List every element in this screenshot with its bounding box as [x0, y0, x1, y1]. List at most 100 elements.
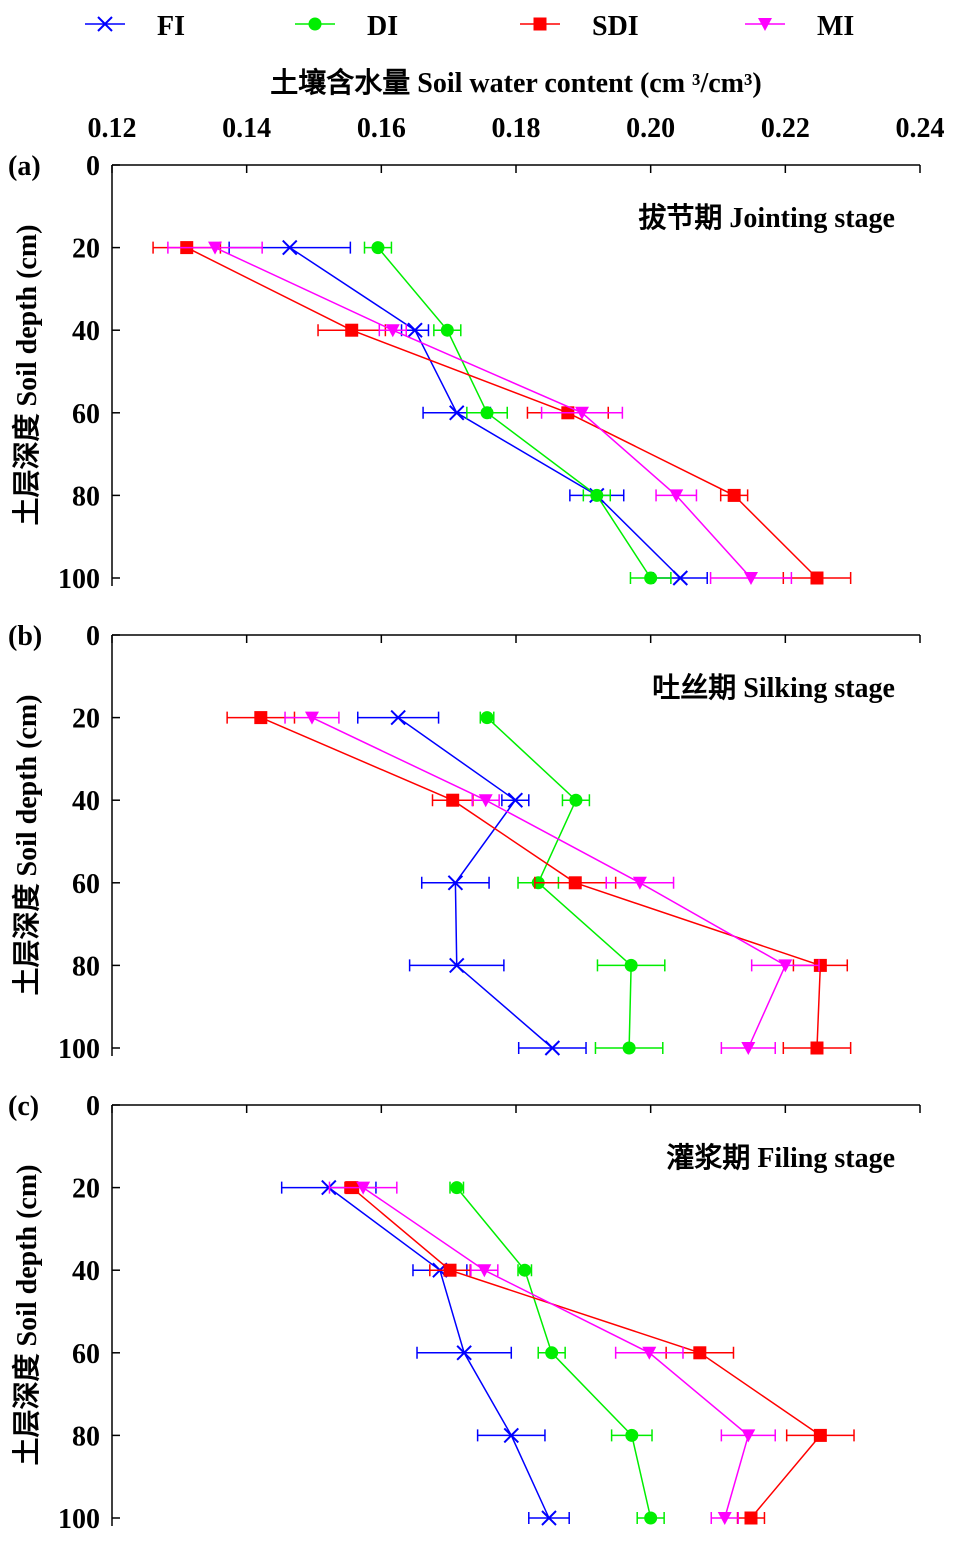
x-tick-label: 0.16	[357, 113, 406, 144]
data-point	[345, 323, 359, 337]
y-tick-label: 20	[72, 234, 100, 265]
data-point	[622, 1041, 636, 1055]
data-point	[449, 957, 465, 974]
data-point	[450, 1181, 464, 1195]
series-mi	[328, 1181, 776, 1525]
y-axis-label: 土层深度 Soil depth (cm)	[11, 1164, 43, 1465]
panel-a: 0 20 40 60 80 100 (a) 拔节期 Jointing stage 土层深度 So…	[8, 151, 921, 595]
data-point	[304, 711, 319, 725]
data-point	[449, 405, 465, 421]
data-point	[642, 1346, 657, 1360]
panel-label: (c)	[8, 1091, 39, 1122]
data-point	[446, 793, 460, 807]
x-axis-label: 土壤含水量 Soil water content (cm ³/cm³)	[270, 66, 761, 99]
data-point	[477, 1264, 492, 1278]
data-point	[624, 958, 638, 972]
data-point	[727, 488, 741, 502]
data-point	[778, 959, 793, 973]
x-tick-label: 0.24	[896, 113, 945, 144]
data-point	[544, 1040, 561, 1056]
data-point	[282, 239, 298, 256]
data-point	[625, 1428, 639, 1442]
series-sdi	[226, 711, 852, 1055]
panel-label: (b)	[8, 621, 42, 652]
y-axis-label: 土层深度 Soil depth (cm)	[11, 224, 43, 525]
panel-title: 吐丝期 Silking stage	[652, 672, 895, 704]
series-fi	[280, 1179, 570, 1526]
data-point	[447, 875, 464, 891]
data-point	[371, 241, 385, 255]
y-axis-label: 土层深度 Soil depth (cm)	[11, 694, 43, 995]
panel-b: 0 20 40 60 80 100 (b) 吐丝期 Silking stage 土层深度 Soi…	[8, 621, 921, 1065]
y-tick-label: 40	[72, 316, 100, 347]
data-point	[644, 1511, 658, 1525]
data-point	[541, 1510, 557, 1526]
y-tick-label: 80	[72, 951, 100, 982]
y-tick-label: 100	[58, 1034, 100, 1065]
data-point	[518, 1263, 532, 1277]
legend-item-fi: FI	[85, 11, 185, 42]
panel-label: (a)	[8, 151, 41, 182]
panel-c: 0 20 40 60 80 100 (c) 灌浆期 Filing stage 土层深度 Soil…	[8, 1091, 921, 1535]
panels: 0 20 40 60 80 100 (a) 拔节期 Jointing stage 土层深度 So…	[8, 151, 921, 1535]
data-point	[590, 488, 604, 502]
data-point	[568, 876, 582, 890]
data-point	[390, 709, 406, 726]
legend-label: DI	[367, 11, 398, 42]
data-point	[717, 1512, 732, 1525]
legend-item-mi: MI	[745, 11, 854, 42]
y-tick-label: 80	[72, 481, 100, 512]
data-point	[385, 324, 400, 338]
x-tick-label: 0.20	[626, 113, 675, 144]
data-point	[632, 876, 647, 890]
y-tick-label: 0	[86, 151, 100, 182]
y-tick-label: 40	[72, 1256, 100, 1287]
x-tick-label: 0.14	[222, 113, 271, 144]
legend-label: FI	[157, 11, 185, 42]
data-point	[672, 570, 689, 586]
legend-marker-square	[533, 17, 547, 31]
data-point	[480, 711, 494, 725]
data-point	[356, 1181, 371, 1195]
data-point	[813, 1428, 827, 1442]
series-mi	[284, 711, 820, 1055]
data-point	[443, 1263, 457, 1277]
series-di	[363, 241, 672, 585]
y-tick-label: 20	[72, 704, 100, 735]
series-mi	[167, 241, 793, 585]
data-point	[693, 1346, 707, 1360]
legend-marker-circle	[308, 17, 322, 31]
y-tick-label: 60	[72, 399, 100, 430]
data-point	[741, 1042, 756, 1055]
y-tick-label: 100	[58, 564, 100, 595]
x-tick-label: 0.22	[761, 113, 810, 144]
series-di	[449, 1181, 665, 1525]
x-tick-label: 0.18	[492, 113, 541, 144]
data-point	[254, 711, 268, 725]
data-point	[456, 1345, 472, 1361]
data-point	[545, 1346, 559, 1360]
legend: FI DI SDI MI	[85, 11, 854, 42]
data-point	[813, 958, 827, 972]
data-point	[480, 406, 494, 420]
data-point	[569, 793, 583, 807]
data-point	[507, 792, 524, 808]
data-point	[669, 489, 684, 503]
x-tick-label: 0.12	[88, 113, 137, 144]
y-tick-label: 60	[72, 869, 100, 900]
data-point	[407, 322, 423, 338]
panel-title: 拔节期 Jointing stage	[638, 202, 895, 234]
y-tick-label: 40	[72, 786, 100, 817]
y-tick-label: 60	[72, 1339, 100, 1370]
data-point	[440, 323, 454, 337]
legend-marker-x	[97, 16, 113, 32]
data-point	[503, 1427, 519, 1444]
data-point	[743, 572, 758, 585]
x-tick-labels: 0.12 0.14 0.16 0.18 0.20 0.22 0.24	[88, 113, 945, 144]
series-fi	[357, 709, 587, 1056]
legend-label: MI	[817, 11, 854, 42]
data-point	[810, 1041, 824, 1055]
data-point	[208, 241, 223, 255]
data-point	[478, 794, 493, 808]
data-point	[810, 571, 824, 585]
